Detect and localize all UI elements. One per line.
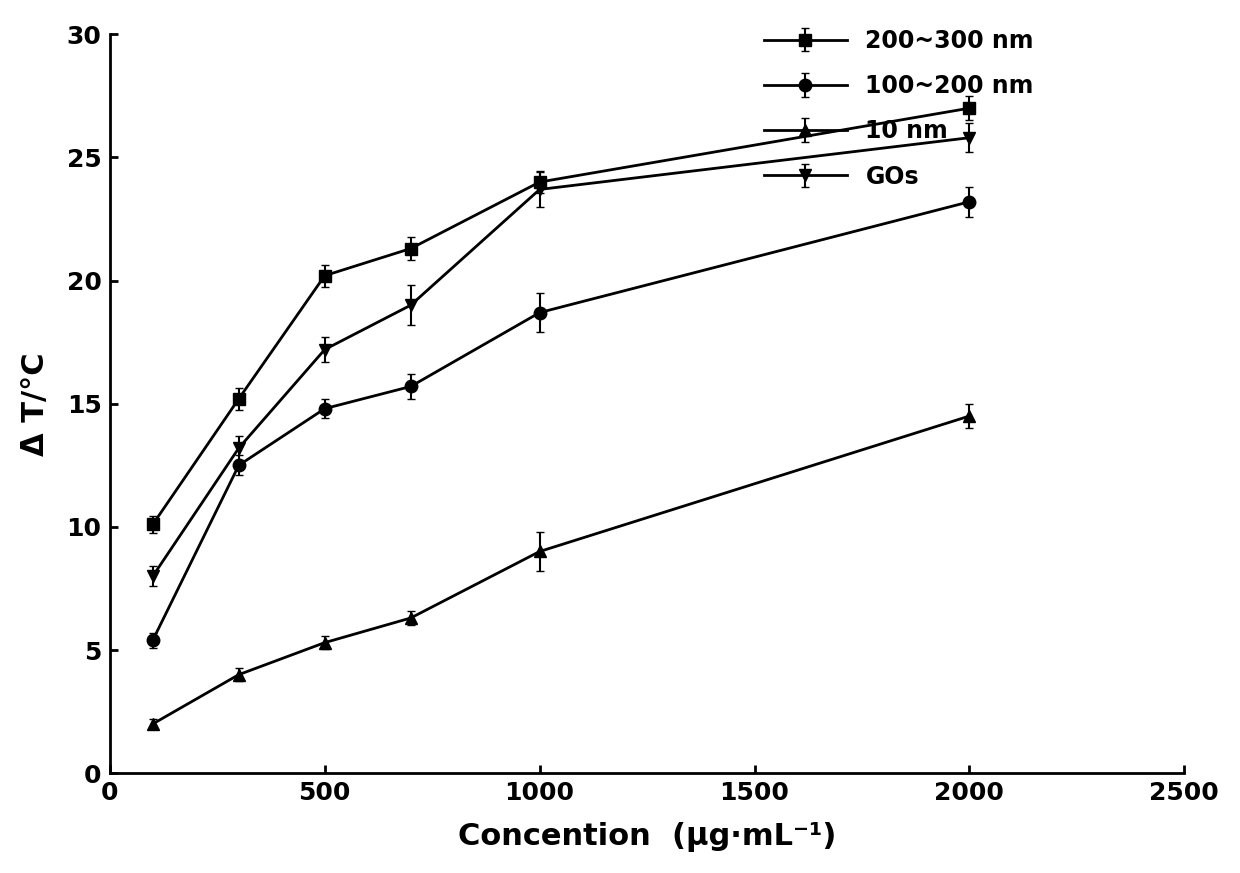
X-axis label: Concention  (μg·mL⁻¹): Concention (μg·mL⁻¹) xyxy=(458,822,836,852)
Legend: 200~300 nm, 100~200 nm, 10 nm, GOs: 200~300 nm, 100~200 nm, 10 nm, GOs xyxy=(754,19,1043,198)
Y-axis label: Δ T/°C: Δ T/°C xyxy=(21,352,50,456)
